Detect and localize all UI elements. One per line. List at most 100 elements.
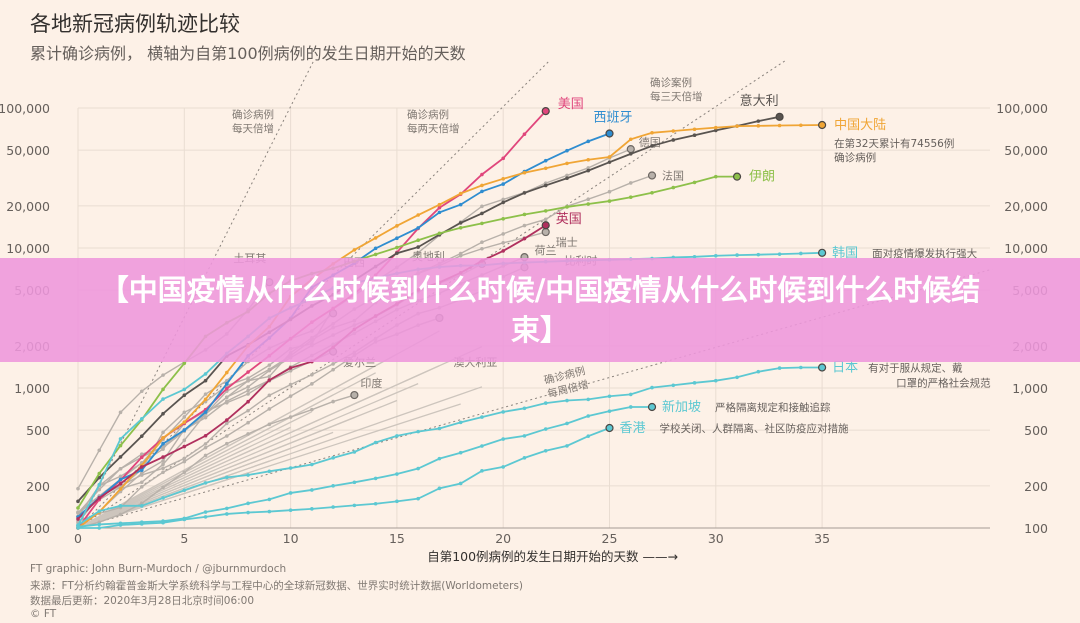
data-point: [714, 253, 718, 258]
data-point: [437, 205, 442, 210]
series-label: 法国: [662, 168, 684, 182]
data-point: [267, 509, 272, 514]
data-point: [182, 459, 187, 464]
data-point: [543, 217, 548, 222]
data-point: [225, 441, 229, 446]
series-line-中国大陆: [77, 124, 823, 529]
data-point: [225, 512, 229, 516]
data-point: [671, 383, 676, 388]
data-point: [522, 434, 527, 438]
y-tick-label-right: 100,000: [996, 101, 1048, 116]
data-point: [97, 496, 102, 500]
doubling-reference-line: [77, 59, 315, 529]
chart-title: 各地新冠病例轨迹比较: [30, 12, 240, 36]
series-end-marker: [817, 120, 827, 130]
data-point: [246, 399, 250, 404]
data-point: [118, 455, 123, 459]
data-point: [522, 132, 527, 136]
data-point: [139, 455, 144, 460]
data-point: [203, 445, 208, 450]
data-point: [118, 437, 123, 441]
data-point: [76, 526, 80, 530]
series-note: 严格隔离规定和接触追踪: [715, 401, 831, 414]
data-point: [267, 363, 272, 367]
data-point: [246, 420, 250, 425]
series-label: 瑞士: [556, 235, 578, 249]
data-point: [522, 191, 527, 195]
data-point: [139, 468, 144, 472]
data-point: [182, 415, 187, 419]
data-point: [139, 434, 144, 438]
data-point: [182, 420, 187, 424]
data-point: [225, 386, 229, 391]
series-label: 西班牙: [594, 111, 633, 126]
data-point: [671, 138, 676, 142]
data-point: [182, 361, 187, 366]
data-point: [246, 501, 250, 506]
data-point: [203, 392, 208, 396]
chart-subtitle: 累计确诊病例， 横轴为自第100例病例的发生日期开始的天数: [30, 44, 466, 63]
data-point: [203, 453, 208, 458]
data-point: [203, 515, 208, 519]
data-point: [161, 462, 165, 467]
data-point: [480, 183, 484, 188]
data-point: [139, 452, 144, 456]
data-point: [586, 166, 591, 170]
data-point: [161, 447, 165, 451]
y-tick-label-left: 50,000: [6, 143, 50, 158]
data-point: [373, 440, 378, 445]
data-point: [395, 434, 399, 438]
series-label: 伊朗: [749, 170, 775, 185]
data-point: [267, 407, 272, 411]
series-end-marker: [541, 221, 550, 230]
series-end-marker: [647, 402, 657, 412]
y-tick-label-right: 500: [1024, 423, 1048, 438]
data-point: [118, 410, 123, 415]
background-country-line: [77, 416, 355, 529]
series-note: 在第32天累计有74556例: [834, 137, 954, 150]
reference-line-label: 确诊病例: [407, 108, 449, 121]
data-point: [246, 473, 250, 477]
data-point: [331, 456, 335, 460]
data-point: [246, 376, 250, 380]
x-axis-label: 自第100例病例的发生日期开始的天数 ——→: [427, 549, 678, 564]
data-point: [76, 517, 80, 521]
data-point: [586, 168, 591, 173]
data-point: [395, 245, 399, 250]
data-point: [118, 481, 123, 486]
y-tick-label-right: 10,000: [1004, 241, 1048, 256]
data-point: [118, 466, 123, 471]
data-point: [203, 415, 208, 420]
data-point: [139, 417, 144, 421]
data-point: [671, 185, 676, 190]
banner-text: 【中国疫情从什么时候到什么时候/中国疫情从什么时候到什么时候结束】: [99, 273, 981, 347]
data-point: [139, 473, 144, 477]
series-note: 有对于服从规定、戴: [868, 361, 963, 374]
data-point: [480, 172, 484, 177]
data-point: [288, 394, 293, 398]
data-point: [543, 448, 548, 453]
data-point: [650, 131, 654, 135]
data-point: [501, 197, 506, 202]
data-point: [586, 157, 591, 162]
data-point: [203, 433, 208, 438]
data-point: [628, 392, 633, 397]
data-point: [225, 434, 229, 438]
series-end-marker: [817, 363, 827, 372]
data-point: [118, 504, 123, 508]
data-point: [139, 484, 144, 489]
footer-source: 来源：FT分析约翰霍普金斯大学系统科学与工程中心的全球新冠数据、世界实时统计数据…: [30, 580, 524, 592]
data-point: [565, 161, 569, 166]
data-point: [161, 470, 165, 475]
data-point: [373, 252, 378, 257]
data-point: [714, 125, 718, 130]
data-point: [416, 245, 420, 249]
data-point: [225, 381, 229, 386]
data-point: [161, 387, 165, 392]
data-point: [756, 124, 761, 128]
data-point: [310, 462, 314, 467]
reference-line-label: 每两天倍增: [407, 122, 460, 135]
data-point: [480, 221, 484, 226]
reference-line-label: 每三天倍增: [650, 90, 703, 103]
data-point: [565, 176, 569, 181]
